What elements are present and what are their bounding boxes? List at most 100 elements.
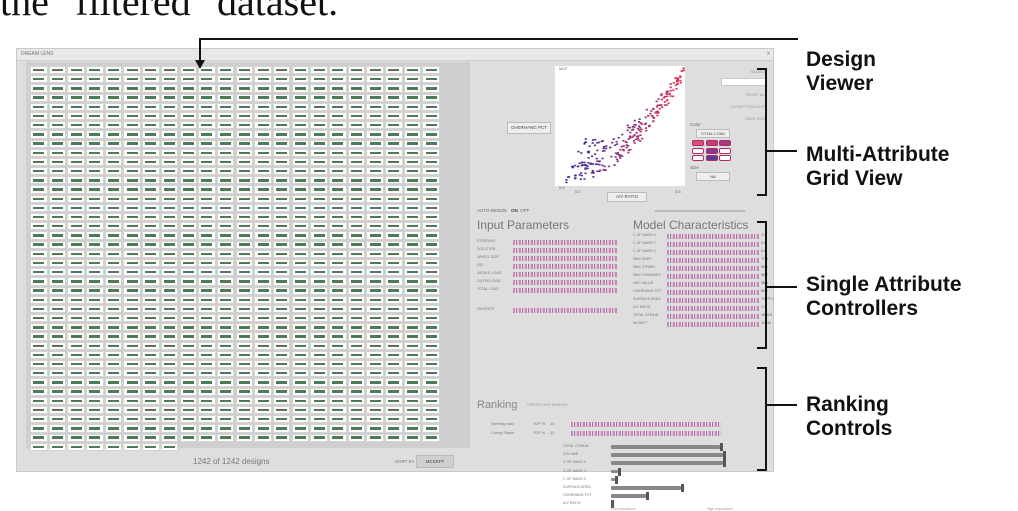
design-thumbnail[interactable] [160, 442, 179, 451]
scatter-point[interactable] [644, 127, 648, 129]
design-thumbnail[interactable] [142, 240, 160, 249]
design-thumbnail[interactable] [366, 387, 384, 396]
design-thumbnail[interactable] [347, 213, 366, 222]
design-thumbnail[interactable] [216, 258, 235, 268]
design-thumbnail[interactable] [48, 433, 67, 442]
design-thumbnail[interactable] [216, 424, 235, 433]
scatter-point[interactable] [637, 139, 640, 141]
design-thumbnail[interactable] [422, 194, 440, 203]
design-thumbnail[interactable] [86, 157, 104, 167]
scatter-point[interactable] [667, 91, 670, 93]
design-thumbnail[interactable] [329, 84, 347, 93]
design-thumbnail[interactable] [198, 369, 216, 378]
design-thumbnail[interactable] [30, 314, 48, 323]
design-thumbnail[interactable] [347, 277, 366, 286]
design-thumbnail[interactable] [198, 139, 216, 148]
design-thumbnail[interactable] [30, 387, 48, 396]
scatter-point[interactable] [644, 116, 647, 119]
design-thumbnail[interactable] [403, 176, 422, 185]
design-thumbnail[interactable] [48, 405, 67, 415]
design-thumbnail[interactable] [403, 84, 422, 93]
design-thumbnail[interactable] [216, 387, 235, 396]
design-thumbnail[interactable] [272, 111, 291, 121]
design-thumbnail[interactable] [104, 295, 123, 304]
design-thumbnail[interactable] [123, 323, 141, 332]
design-thumbnail[interactable] [67, 304, 85, 314]
design-thumbnail[interactable] [216, 231, 235, 240]
attribute-histogram[interactable] [513, 288, 617, 293]
design-thumbnail[interactable] [48, 304, 67, 314]
design-thumbnail[interactable] [403, 75, 422, 84]
design-thumbnail[interactable] [198, 341, 216, 350]
design-thumbnail[interactable] [160, 323, 179, 332]
design-thumbnail[interactable] [142, 332, 160, 341]
design-thumbnail[interactable] [67, 332, 85, 341]
design-thumbnail[interactable] [272, 258, 291, 268]
design-thumbnail[interactable] [123, 157, 141, 167]
design-thumbnail[interactable] [179, 277, 197, 286]
design-thumbnail[interactable] [254, 66, 272, 75]
weight-slider-handle[interactable] [615, 475, 619, 484]
design-thumbnail[interactable] [310, 286, 328, 295]
scatter-point[interactable] [665, 91, 668, 93]
scatter-point[interactable] [652, 107, 655, 110]
attribute-histogram[interactable] [667, 250, 759, 255]
design-thumbnail[interactable] [160, 286, 179, 295]
design-thumbnail[interactable] [366, 268, 384, 277]
design-thumbnail[interactable] [123, 360, 141, 369]
scatter-point[interactable] [604, 169, 607, 171]
design-thumbnail[interactable] [104, 268, 123, 277]
design-thumbnail[interactable] [86, 295, 104, 304]
color-chip[interactable] [719, 147, 731, 154]
scatter-point[interactable] [584, 141, 587, 143]
design-thumbnail[interactable] [254, 185, 272, 194]
design-thumbnail[interactable] [160, 121, 179, 130]
design-thumbnail[interactable] [310, 102, 328, 111]
design-thumbnail[interactable] [179, 323, 197, 332]
design-thumbnail[interactable] [385, 332, 403, 341]
scatter-point[interactable] [655, 105, 659, 108]
scatter-point[interactable] [643, 123, 646, 125]
design-thumbnail[interactable] [329, 378, 347, 387]
design-thumbnail[interactable] [403, 213, 422, 222]
design-thumbnail[interactable] [291, 203, 310, 212]
scatter-point[interactable] [637, 121, 641, 123]
scatter-point[interactable] [667, 102, 670, 105]
scatter-point[interactable] [598, 160, 601, 162]
scatter-point[interactable] [682, 69, 685, 71]
design-thumbnail[interactable] [385, 66, 403, 75]
design-thumbnail[interactable] [123, 111, 141, 121]
design-thumbnail[interactable] [310, 415, 328, 424]
scatter-point[interactable] [601, 157, 604, 160]
design-thumbnail[interactable] [403, 111, 422, 121]
attribute-histogram[interactable] [667, 314, 759, 319]
design-thumbnail[interactable] [347, 350, 366, 359]
design-thumbnail[interactable] [291, 295, 310, 304]
design-thumbnail[interactable] [30, 157, 48, 167]
design-thumbnail[interactable] [123, 213, 141, 222]
design-thumbnail[interactable] [179, 286, 197, 295]
design-thumbnail[interactable] [160, 295, 179, 304]
design-thumbnail[interactable] [48, 157, 67, 167]
design-thumbnail[interactable] [235, 102, 254, 111]
design-thumbnail[interactable] [422, 341, 440, 350]
design-thumbnail[interactable] [30, 405, 48, 415]
design-thumbnail[interactable] [291, 240, 310, 249]
design-thumbnail[interactable] [179, 258, 197, 268]
scatter-point[interactable] [669, 83, 672, 85]
scatter-point[interactable] [656, 110, 659, 113]
design-thumbnail[interactable] [179, 194, 197, 203]
design-thumbnail[interactable] [179, 240, 197, 249]
attribute-histogram[interactable] [513, 240, 617, 245]
design-thumbnail[interactable] [347, 378, 366, 387]
scatter-point[interactable] [613, 164, 616, 166]
design-thumbnail[interactable] [422, 415, 440, 424]
design-thumbnail[interactable] [142, 360, 160, 369]
design-thumbnail[interactable] [216, 93, 235, 102]
design-thumbnail[interactable] [86, 378, 104, 387]
design-thumbnail[interactable] [142, 323, 160, 332]
scatter-point[interactable] [596, 163, 599, 166]
design-thumbnail[interactable] [104, 66, 123, 75]
design-thumbnail[interactable] [254, 139, 272, 148]
design-thumbnail[interactable] [160, 231, 179, 240]
